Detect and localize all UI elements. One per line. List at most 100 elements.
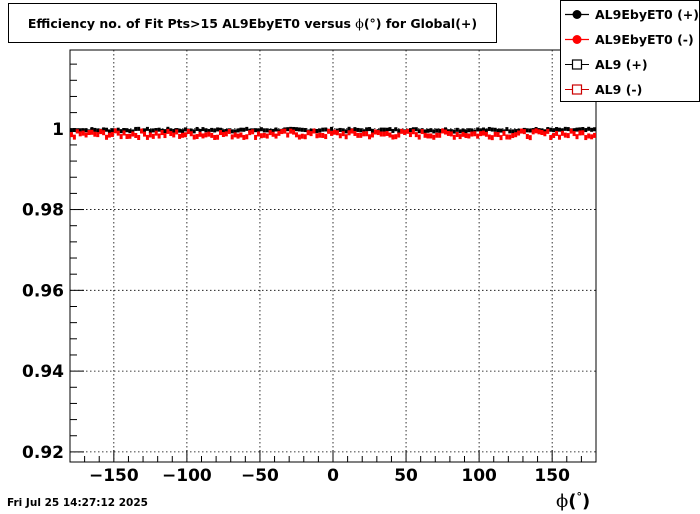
data-point-al9ebyet0-plus: [303, 128, 307, 133]
data-point-al9ebyet0-minus: [400, 128, 404, 134]
data-point-al9ebyet0-minus: [461, 131, 465, 137]
data-point-al9ebyet0-plus: [154, 128, 158, 133]
y-tick-label: 0.98: [22, 201, 64, 221]
data-point-al9ebyet0-plus: [122, 128, 126, 133]
data-point-al9ebyet0-minus: [563, 132, 567, 138]
x-axis-title: ϕ(°): [556, 490, 591, 512]
data-point-al9ebyet0-minus: [140, 128, 144, 134]
data-point-al9ebyet0-plus: [449, 129, 453, 134]
axis-ticks: [70, 63, 582, 462]
y-tick-label: 0.96: [22, 281, 64, 301]
data-point-al9ebyet0-plus: [505, 127, 509, 132]
data-point-al9ebyet0-minus: [175, 129, 179, 135]
data-point-al9ebyet0-minus: [368, 134, 372, 140]
data-point-al9ebyet0-minus: [268, 130, 272, 136]
data-point-al9ebyet0-minus: [540, 129, 544, 135]
data-point-al9ebyet0-minus: [102, 130, 106, 136]
data-point-al9ebyet0-minus: [119, 134, 123, 140]
data-point-al9ebyet0-plus: [102, 127, 106, 132]
data-point-al9ebyet0-plus: [444, 127, 448, 132]
data-point-al9ebyet0-plus: [578, 127, 582, 132]
data-point-al9ebyet0-plus: [481, 127, 485, 132]
data-point-al9ebyet0-plus: [230, 129, 234, 134]
data-point-al9ebyet0-plus: [499, 128, 503, 133]
data-point-al9ebyet0-minus: [192, 134, 196, 140]
data-point-al9ebyet0-minus: [420, 129, 424, 135]
data-point-al9ebyet0-plus: [581, 127, 585, 132]
data-point-al9ebyet0-plus: [584, 128, 588, 133]
data-point-al9ebyet0-minus: [181, 132, 185, 138]
data-point-al9ebyet0-plus: [81, 128, 85, 133]
data-point-al9ebyet0-plus: [479, 128, 483, 133]
data-point-al9ebyet0-minus: [265, 133, 269, 139]
data-point-al9ebyet0-minus: [362, 131, 366, 137]
data-point-al9ebyet0-minus: [75, 128, 79, 134]
data-point-al9ebyet0-minus: [458, 134, 462, 140]
data-point-al9ebyet0-minus: [110, 131, 114, 137]
data-point-al9ebyet0-plus: [370, 128, 374, 133]
data-point-al9ebyet0-plus: [221, 129, 225, 134]
data-point-al9ebyet0-plus: [265, 128, 269, 133]
data-point-al9ebyet0-minus: [256, 131, 260, 137]
data-point-al9ebyet0-minus: [160, 130, 164, 136]
data-point-al9ebyet0-plus: [166, 126, 170, 131]
data-point-al9ebyet0-plus: [131, 129, 135, 134]
data-point-al9ebyet0-plus: [438, 128, 442, 133]
data-point-al9ebyet0-plus: [143, 128, 147, 133]
data-point-al9ebyet0-minus: [575, 134, 579, 140]
data-point-al9ebyet0-minus: [435, 132, 439, 138]
data-point-al9ebyet0-minus: [338, 133, 342, 139]
data-point-al9ebyet0-plus: [309, 128, 313, 133]
y-tick-label: 0.92: [22, 443, 64, 463]
data-point-al9ebyet0-plus: [490, 127, 494, 132]
data-point-al9ebyet0-minus: [569, 128, 573, 134]
data-point-al9ebyet0-minus: [128, 133, 132, 139]
data-point-al9ebyet0-minus: [218, 130, 222, 136]
data-point-al9ebyet0-minus: [528, 135, 532, 141]
data-point-al9ebyet0-plus: [394, 127, 398, 132]
data-point-al9ebyet0-minus: [78, 131, 82, 137]
title-var: ϕ: [355, 15, 364, 31]
data-point-al9ebyet0-minus: [137, 135, 141, 141]
data-point-al9ebyet0-minus: [531, 129, 535, 135]
data-point-al9ebyet0-plus: [385, 127, 389, 132]
data-point-al9ebyet0-minus: [105, 134, 109, 140]
data-point-al9ebyet0-plus: [487, 126, 491, 131]
data-point-al9ebyet0-minus: [221, 132, 225, 138]
data-point-al9ebyet0-minus: [519, 128, 523, 134]
data-point-al9ebyet0-minus: [224, 131, 228, 137]
data-point-al9ebyet0-plus: [297, 127, 301, 132]
legend-label: AL9EbyET0 (-): [595, 32, 694, 47]
data-point-al9ebyet0-minus: [72, 134, 76, 140]
title-text: Efficiency no. of Fit Pts>15 AL9EbyET0 v…: [27, 15, 351, 31]
data-point-al9ebyet0-minus: [376, 130, 380, 136]
data-point-al9ebyet0-plus: [128, 129, 132, 134]
data-point-al9ebyet0-minus: [411, 129, 415, 135]
data-point-al9ebyet0-minus: [166, 128, 170, 134]
data-point-al9ebyet0-minus: [195, 134, 199, 140]
data-point-al9ebyet0-plus: [183, 127, 187, 132]
data-layer: [69, 126, 597, 141]
data-point-al9ebyet0-minus: [511, 133, 515, 139]
data-point-al9ebyet0-plus: [145, 126, 149, 131]
data-point-al9ebyet0-plus: [493, 127, 497, 132]
data-point-al9ebyet0-minus: [178, 133, 182, 139]
data-point-al9ebyet0-minus: [373, 129, 377, 135]
data-point-al9ebyet0-plus: [224, 128, 228, 133]
data-point-al9ebyet0-plus: [572, 128, 576, 133]
data-point-al9ebyet0-minus: [84, 132, 88, 138]
data-point-al9ebyet0-minus: [552, 133, 556, 139]
data-point-al9ebyet0-plus: [557, 127, 561, 132]
data-point-al9ebyet0-minus: [537, 129, 541, 135]
legend-marker-open-square-black: [565, 59, 589, 70]
data-point-al9ebyet0-plus: [262, 128, 266, 133]
data-point-al9ebyet0-plus: [172, 128, 176, 133]
data-point-al9ebyet0-plus: [560, 128, 564, 133]
data-point-al9ebyet0-plus: [169, 128, 173, 133]
data-point-al9ebyet0-plus: [347, 126, 351, 131]
data-point-al9ebyet0-plus: [318, 128, 322, 133]
data-point-al9ebyet0-plus: [359, 128, 363, 133]
data-point-al9ebyet0-plus: [292, 126, 296, 131]
data-point-al9ebyet0-plus: [391, 128, 395, 133]
data-point-al9ebyet0-plus: [590, 127, 594, 132]
